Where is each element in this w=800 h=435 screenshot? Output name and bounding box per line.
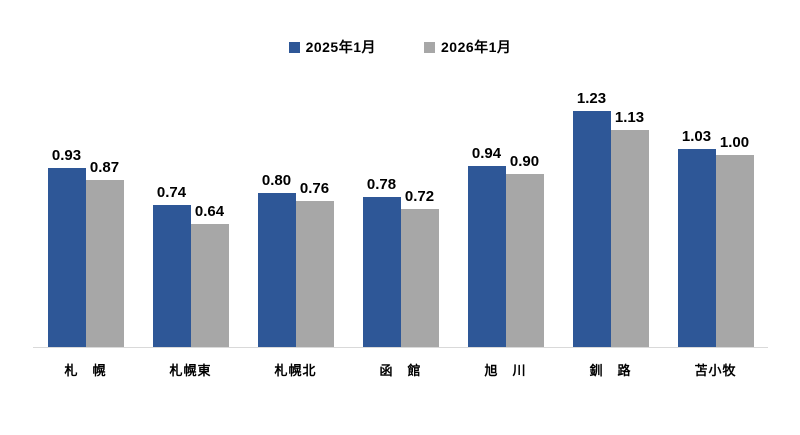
bar-group-1: 0.74 0.64 — [138, 79, 243, 347]
bar-value-label: 1.23 — [576, 90, 607, 107]
legend-marker-icon — [424, 41, 435, 53]
bar-series2-3 — [400, 209, 439, 347]
legend-item-1: 2026年1月 — [424, 37, 511, 57]
bar-value-label: 0.87 — [89, 159, 120, 176]
category-label-1: 札幌東 — [169, 363, 212, 378]
bar-series1-6 — [677, 149, 716, 347]
category-label-3: 函 館 — [379, 363, 422, 378]
category-label-0: 札 幌 — [64, 363, 107, 378]
bar-group-4: 0.94 0.90 — [453, 79, 558, 347]
bar-series2-2 — [295, 201, 334, 347]
bar-series2-5 — [610, 130, 649, 347]
bar-series2-1 — [190, 224, 229, 347]
bar-value-label: 0.78 — [366, 176, 397, 193]
bar-series2-6 — [715, 155, 754, 347]
category-label-4: 旭 川 — [484, 363, 527, 378]
bar-value-label: 0.76 — [299, 180, 330, 197]
legend-label: 2026年1月 — [441, 39, 512, 55]
bar-group-6: 1.03 1.00 — [663, 79, 768, 347]
bar-series2-0 — [85, 180, 124, 347]
bar-value-label: 1.03 — [681, 128, 712, 145]
bar-value-label: 0.74 — [156, 184, 187, 201]
plot-area: 0.93 0.87 0.74 0.64 0.80 0.76 0.78 0.72 0.94 0.90… — [33, 79, 768, 348]
bar-value-label: 0.64 — [194, 203, 225, 220]
category-label-2: 札幌北 — [274, 363, 317, 378]
bar-value-label: 0.90 — [509, 153, 540, 170]
bar-series2-4 — [505, 174, 544, 347]
bar-group-5: 1.23 1.13 — [558, 79, 663, 347]
bar-group-0: 0.93 0.87 — [33, 79, 138, 347]
bar-value-label: 0.93 — [51, 147, 82, 164]
bar-value-label: 1.00 — [719, 134, 750, 151]
bar-series1-0 — [47, 168, 86, 347]
legend-item-0: 2025年1月 — [288, 37, 376, 57]
bar-value-label: 0.72 — [404, 188, 435, 205]
bar-series1-2 — [257, 193, 296, 347]
bar-series1-3 — [362, 197, 401, 347]
bar-value-label: 0.94 — [471, 145, 502, 162]
bar-value-label: 0.80 — [261, 172, 292, 189]
bar-series1-5 — [572, 111, 611, 347]
legend-marker-icon — [288, 41, 300, 53]
bar-value-label: 1.13 — [614, 109, 645, 126]
category-label-5: 釧 路 — [589, 363, 632, 378]
legend-label: 2025年1月 — [305, 39, 376, 55]
category-label-6: 苫小牧 — [694, 363, 737, 378]
chart-legend: 2025年1月 2026年1月 — [0, 38, 800, 56]
bar-group-2: 0.80 0.76 — [243, 79, 348, 347]
bar-series1-4 — [467, 166, 506, 347]
bar-group-3: 0.78 0.72 — [348, 79, 453, 347]
bar-series1-1 — [152, 205, 191, 347]
